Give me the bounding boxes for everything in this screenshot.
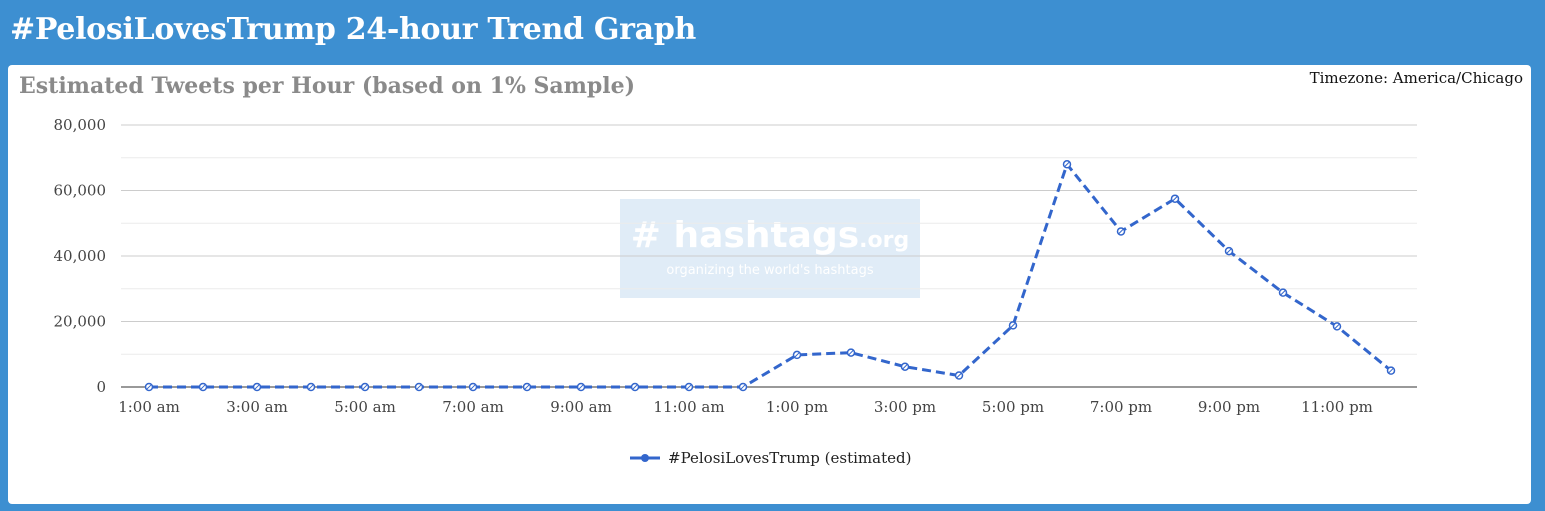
x-tick-label: 11:00 am	[653, 398, 724, 416]
x-tick-label: 1:00 pm	[766, 398, 828, 416]
data-point-hatch	[416, 384, 422, 390]
series-layer	[144, 160, 1396, 392]
data-point-hatch	[1280, 290, 1286, 296]
x-tick-label: 7:00 am	[442, 398, 504, 416]
data-point-hatch	[1388, 368, 1394, 374]
x-tick-label: 5:00 pm	[982, 398, 1044, 416]
x-tick-label: 9:00 am	[550, 398, 612, 416]
y-tick-label: 0	[96, 378, 106, 396]
watermark-logo-suffix: .org	[859, 228, 910, 253]
watermark-tagline: organizing the world's hashtags	[666, 263, 874, 278]
data-point-hatch	[524, 384, 530, 390]
data-point-hatch	[632, 384, 638, 390]
watermark-logo: # hashtags.org	[620, 215, 920, 256]
legend-swatch-marker	[641, 454, 649, 462]
chart-title: Estimated Tweets per Hour (based on 1% S…	[19, 73, 636, 99]
x-axis-ticks: 1:00 am 3:00 am 5:00 am 7:00 am 9:00 am 11:00…	[118, 398, 1373, 416]
data-point-hatch	[146, 384, 152, 390]
data-point-hatch	[1334, 323, 1340, 329]
data-point-hatch	[254, 384, 260, 390]
trend-line-chart: 0 20,000 40,000 60,000 80,000 1:00 am 3:00 am…	[54, 116, 1417, 467]
data-point-hatch	[578, 384, 584, 390]
hashtags-watermark: # hashtags.org organizing the world's ha…	[620, 199, 920, 298]
data-point-hatch	[686, 384, 692, 390]
watermark-logo-main: # hashtags	[630, 215, 860, 256]
data-point-hatch	[470, 384, 476, 390]
data-point-hatch	[740, 384, 746, 390]
data-point-hatch	[308, 384, 314, 390]
data-point-hatch	[362, 384, 368, 390]
data-point-hatch	[1172, 196, 1178, 202]
x-tick-label: 7:00 pm	[1090, 398, 1152, 416]
y-tick-label: 20,000	[54, 313, 107, 331]
x-tick-label: 11:00 pm	[1301, 398, 1373, 416]
x-tick-label: 3:00 am	[226, 398, 288, 416]
data-point-hatch	[1226, 248, 1232, 254]
data-point-hatch	[956, 372, 962, 379]
data-point-hatch	[902, 364, 908, 370]
data-point-hatch	[1010, 322, 1016, 328]
grid-lines	[121, 124, 1417, 388]
x-tick-label: 1:00 am	[118, 398, 180, 416]
y-tick-label: 40,000	[54, 247, 107, 265]
chart-panel: Estimated Tweets per Hour (based on 1% S…	[8, 65, 1531, 504]
series-line	[149, 161, 1392, 389]
y-tick-label: 80,000	[54, 116, 107, 134]
x-tick-label: 9:00 pm	[1198, 398, 1260, 416]
data-point-hatch	[1118, 228, 1124, 234]
y-tick-label: 60,000	[54, 182, 107, 200]
x-tick-label: 5:00 am	[334, 398, 396, 416]
x-tick-label: 3:00 pm	[874, 398, 936, 416]
y-axis-ticks: 0 20,000 40,000 60,000 80,000	[54, 116, 107, 396]
legend-label: #PelosiLovesTrump (estimated)	[668, 449, 911, 467]
legend[interactable]: #PelosiLovesTrump (estimated)	[630, 449, 911, 467]
timezone-label: Timezone: America/Chicago	[1309, 69, 1523, 87]
data-point-hatch	[200, 384, 206, 390]
page-title: #PelosiLovesTrump 24-hour Trend Graph	[10, 12, 697, 47]
data-point-hatch	[848, 350, 854, 356]
data-point-hatch	[794, 352, 800, 358]
data-point-hatch	[1064, 161, 1070, 167]
